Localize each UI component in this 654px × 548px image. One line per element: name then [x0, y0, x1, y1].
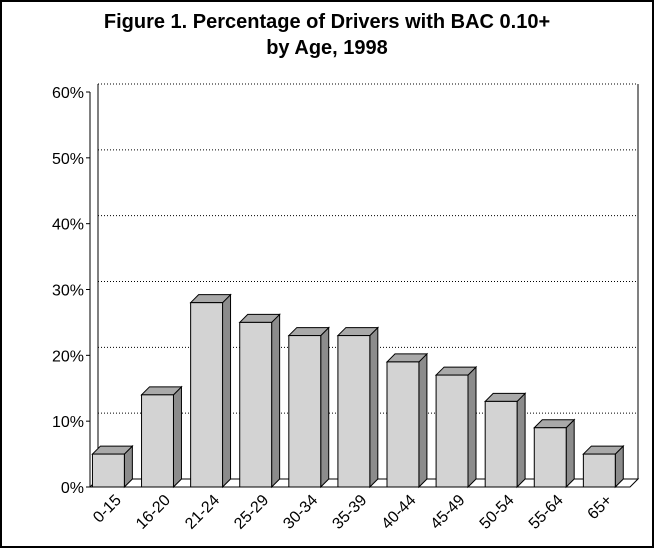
- bar-side: [516, 392, 526, 489]
- chart-title: by Age, 1998: [266, 37, 388, 59]
- y-tick-label: 0%: [61, 480, 84, 497]
- bar: [484, 400, 518, 488]
- y-tick-label: 30%: [52, 283, 84, 300]
- bar: [91, 453, 125, 488]
- bar-side: [320, 326, 330, 489]
- bar: [239, 321, 273, 488]
- bar: [533, 427, 567, 488]
- chart-title: Figure 1. Percentage of Drivers with BAC…: [104, 11, 550, 33]
- bar-side: [222, 293, 232, 489]
- y-tick-label: 20%: [52, 348, 84, 365]
- bar-side: [271, 313, 281, 489]
- bar: [386, 361, 420, 488]
- bar: [141, 394, 174, 488]
- y-tick-label: 10%: [52, 414, 84, 431]
- bar: [582, 453, 616, 488]
- bar: [288, 335, 322, 488]
- bar: [435, 374, 469, 488]
- bar: [190, 302, 224, 488]
- y-tick-label: 40%: [52, 217, 84, 234]
- bar: [337, 335, 371, 488]
- y-tick-label: 50%: [52, 151, 84, 168]
- bar-side: [467, 365, 477, 489]
- bar-side: [565, 418, 575, 489]
- y-tick-label: 60%: [52, 85, 84, 102]
- bar-side: [418, 352, 428, 489]
- bar-side: [369, 326, 379, 489]
- bar-side: [172, 385, 182, 489]
